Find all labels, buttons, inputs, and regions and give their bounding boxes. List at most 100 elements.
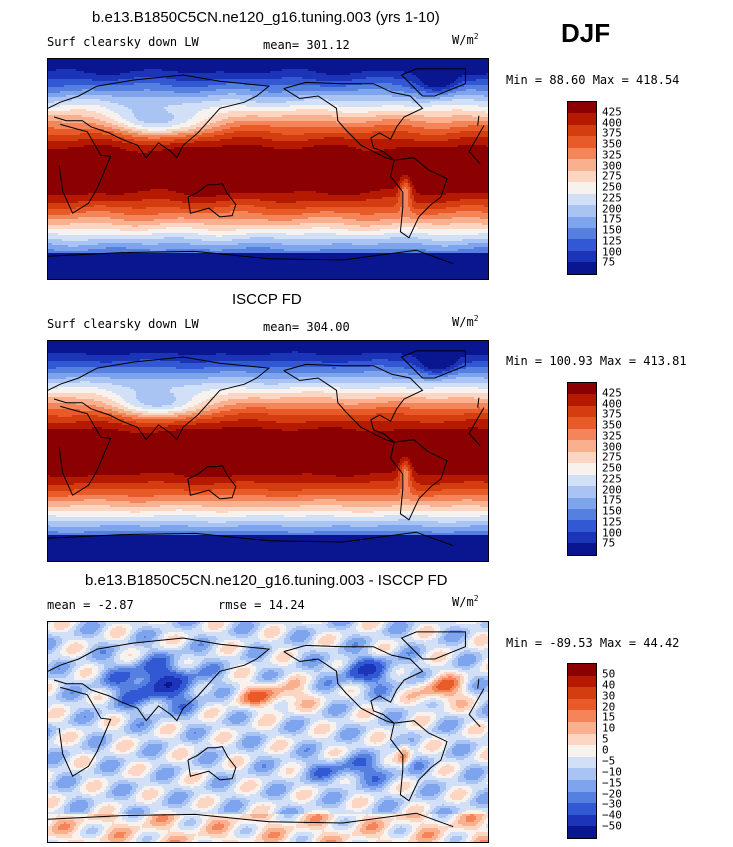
field-cell bbox=[476, 752, 483, 755]
field-cell bbox=[198, 702, 207, 705]
field-cell bbox=[310, 682, 315, 685]
field-cell bbox=[48, 698, 57, 701]
field-cell bbox=[196, 419, 239, 422]
field-cell bbox=[48, 491, 401, 494]
field-cell bbox=[432, 736, 439, 739]
field-cell bbox=[400, 471, 405, 474]
field-cell bbox=[206, 666, 221, 669]
field-cell bbox=[110, 750, 121, 753]
field-cell bbox=[142, 630, 155, 633]
field-cell bbox=[422, 525, 471, 528]
field-cell bbox=[408, 195, 411, 198]
field-cell bbox=[100, 708, 109, 711]
field-cell bbox=[294, 742, 299, 745]
field-cell bbox=[320, 752, 325, 755]
field-cell bbox=[314, 732, 327, 735]
field-cell bbox=[396, 147, 488, 150]
field-cell bbox=[410, 467, 415, 470]
field-cell bbox=[122, 740, 133, 743]
field-cell bbox=[262, 738, 267, 741]
field-cell bbox=[110, 217, 179, 220]
field-cell bbox=[416, 756, 429, 759]
field-cell bbox=[426, 397, 449, 400]
field-cell bbox=[78, 642, 89, 645]
field-cell bbox=[406, 726, 429, 729]
field-cell bbox=[48, 734, 51, 737]
field-cell bbox=[108, 686, 119, 689]
field-cell bbox=[210, 708, 219, 711]
field-cell bbox=[380, 710, 385, 713]
field-cell bbox=[250, 756, 259, 759]
field-cell bbox=[48, 656, 71, 659]
field-cell bbox=[428, 367, 447, 370]
field-cell bbox=[86, 622, 99, 625]
field-cell bbox=[202, 626, 209, 629]
field-cell bbox=[70, 672, 75, 675]
field-cell bbox=[250, 648, 267, 651]
field-cell bbox=[388, 770, 409, 773]
field-cell bbox=[440, 682, 455, 685]
field-cell bbox=[84, 624, 101, 627]
field-cell bbox=[186, 726, 213, 729]
field-cell bbox=[138, 151, 149, 154]
field-cell bbox=[370, 736, 387, 739]
field-cell bbox=[338, 642, 343, 645]
field-cell bbox=[90, 738, 107, 741]
field-cell bbox=[116, 652, 123, 655]
field-cell bbox=[110, 109, 133, 112]
field-cell bbox=[248, 688, 295, 691]
field-cell bbox=[224, 415, 488, 418]
field-cell bbox=[442, 245, 449, 248]
field-cell bbox=[88, 239, 203, 242]
field-cell bbox=[140, 525, 161, 528]
field-cell bbox=[126, 680, 135, 683]
field-cell bbox=[48, 415, 59, 418]
field-cell bbox=[432, 105, 479, 108]
field-cell bbox=[50, 668, 59, 671]
field-cell bbox=[352, 714, 357, 717]
field-cell bbox=[228, 93, 237, 96]
field-cell bbox=[198, 716, 205, 719]
field-cell bbox=[448, 375, 488, 378]
field-cell bbox=[474, 99, 488, 102]
field-cell bbox=[326, 732, 333, 735]
field-cell bbox=[148, 758, 157, 761]
field-cell bbox=[48, 107, 107, 110]
field-cell bbox=[166, 758, 177, 761]
field-cell bbox=[240, 125, 271, 128]
field-cell bbox=[48, 357, 417, 360]
field-cell bbox=[464, 718, 488, 721]
field-cell bbox=[196, 409, 211, 412]
field-cell bbox=[280, 720, 285, 723]
field-cell bbox=[56, 69, 77, 72]
field-cell bbox=[432, 654, 449, 657]
field-cell bbox=[274, 766, 279, 769]
field-cell bbox=[48, 465, 399, 468]
field-cell bbox=[402, 479, 409, 482]
field-cell bbox=[442, 766, 455, 769]
field-cell bbox=[338, 105, 383, 108]
field-cell bbox=[112, 409, 125, 412]
field-cell bbox=[372, 756, 377, 759]
field-cell bbox=[124, 123, 135, 126]
field-cell bbox=[226, 626, 233, 629]
field-cell bbox=[134, 750, 139, 753]
field-cell bbox=[296, 662, 303, 665]
field-cell bbox=[238, 525, 283, 528]
field-cell bbox=[48, 457, 403, 460]
field-cell bbox=[438, 772, 451, 775]
field-cell bbox=[264, 634, 279, 637]
field-cell bbox=[302, 740, 317, 743]
field-cell bbox=[428, 515, 481, 518]
field-cell bbox=[426, 768, 431, 771]
field-cell bbox=[280, 630, 287, 633]
field-cell bbox=[106, 624, 113, 627]
field-cell bbox=[82, 648, 87, 651]
field-cell bbox=[450, 772, 457, 775]
field-cell bbox=[452, 744, 457, 747]
field-cell bbox=[468, 756, 475, 759]
field-cell bbox=[50, 770, 95, 773]
colorbar-swatch bbox=[568, 508, 596, 521]
field-cell bbox=[406, 361, 421, 364]
field-cell bbox=[326, 760, 335, 763]
